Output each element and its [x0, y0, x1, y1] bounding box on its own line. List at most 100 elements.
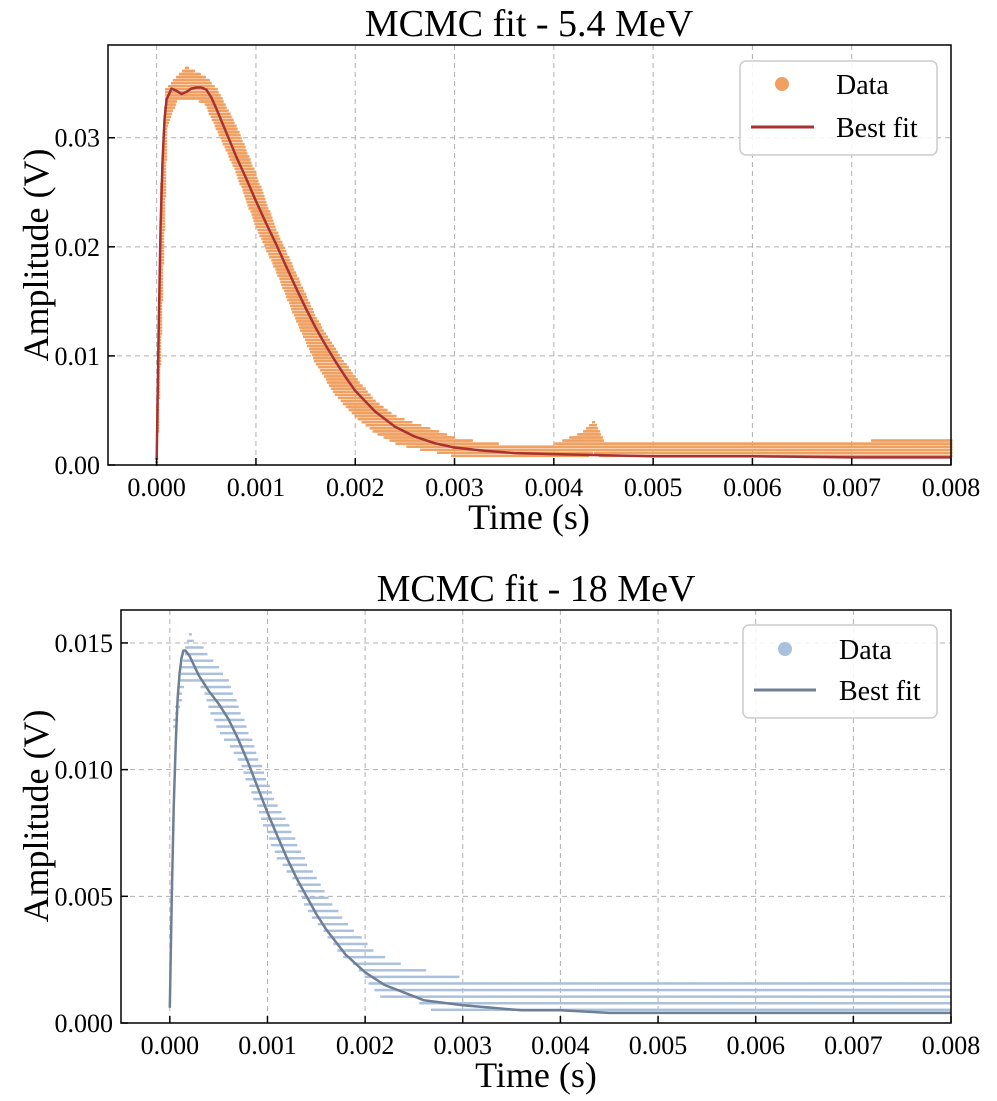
- data-point: [174, 100, 177, 102]
- data-point: [164, 149, 167, 151]
- data-point: [452, 436, 455, 438]
- data-point: [427, 427, 430, 429]
- data-point: [163, 177, 166, 179]
- data-point: [297, 281, 300, 283]
- data-point: [167, 119, 170, 121]
- data-point: [308, 305, 311, 307]
- data-point: [232, 122, 235, 124]
- data-point: [226, 109, 229, 111]
- data-point: [162, 222, 165, 224]
- data-point: [311, 311, 314, 313]
- data-point: [444, 433, 447, 435]
- data-point: [249, 164, 252, 166]
- data-point: [251, 168, 254, 170]
- data-point: [163, 186, 166, 188]
- data-point: [350, 372, 353, 374]
- data-point: [237, 134, 240, 136]
- data-point: [373, 400, 376, 402]
- data-point: [162, 219, 165, 221]
- data-point: [436, 430, 439, 432]
- data-point: [301, 290, 304, 292]
- chart-title: MCMC fit - 5.4 MeV: [365, 3, 694, 45]
- data-point: [388, 412, 391, 414]
- data-point: [233, 125, 236, 127]
- data-point: [173, 103, 176, 105]
- data-point: [346, 366, 349, 368]
- data-point: [248, 161, 251, 163]
- data-point: [168, 116, 171, 118]
- data-point: [166, 122, 169, 124]
- data-point: [368, 394, 371, 396]
- data-point: [264, 204, 267, 206]
- data-point: [269, 216, 272, 218]
- data-point: [319, 326, 322, 328]
- data-point: [161, 259, 164, 261]
- data-point: [287, 259, 290, 261]
- data-point: [590, 452, 593, 454]
- data-point: [273, 229, 276, 231]
- data-point: [265, 207, 268, 209]
- data-point: [218, 94, 221, 96]
- data-point: [348, 369, 351, 371]
- data-point: [293, 271, 296, 273]
- data-point: [163, 189, 166, 191]
- data-point: [228, 113, 231, 115]
- data-point: [341, 360, 344, 362]
- data-point: [401, 418, 404, 420]
- data-point: [300, 287, 303, 289]
- data-point: [268, 213, 271, 215]
- data-point: [161, 262, 164, 264]
- data-point: [418, 424, 421, 426]
- data-point: [162, 204, 165, 206]
- data-point: [329, 342, 332, 344]
- data-point: [236, 131, 239, 133]
- data-point: [271, 222, 274, 224]
- data-point: [298, 284, 301, 286]
- data-point: [344, 363, 347, 365]
- data-point: [162, 213, 165, 215]
- data-point: [592, 421, 595, 423]
- data-point: [170, 109, 173, 111]
- data-point: [241, 143, 244, 145]
- data-point: [353, 375, 356, 377]
- data-point: [323, 332, 326, 334]
- data-point: [339, 357, 342, 359]
- data-point: [304, 296, 307, 298]
- data-point: [286, 256, 289, 258]
- data-point: [212, 85, 215, 87]
- data-point: [307, 302, 310, 304]
- data-point: [363, 387, 366, 389]
- data-point: [186, 67, 189, 69]
- data-point: [216, 91, 219, 93]
- data-point: [370, 397, 373, 399]
- data-point: [161, 247, 164, 249]
- data-point: [238, 137, 241, 139]
- data-point: [327, 339, 330, 341]
- data-point: [163, 180, 166, 182]
- data-point: [335, 351, 338, 353]
- data-point: [258, 186, 261, 188]
- data-point: [261, 195, 264, 197]
- data-point: [312, 314, 315, 316]
- data-point: [282, 247, 285, 249]
- data-point: [162, 229, 165, 231]
- data-point: [252, 171, 255, 173]
- data-point: [223, 103, 226, 105]
- data-point: [279, 241, 282, 243]
- data-point: [243, 149, 246, 151]
- data-point: [314, 317, 317, 319]
- data-point: [283, 250, 286, 252]
- data-point: [162, 207, 165, 209]
- data-point: [224, 106, 227, 108]
- data-point: [260, 192, 263, 194]
- data-point: [162, 216, 165, 218]
- data-point: [303, 293, 306, 295]
- data-point: [360, 384, 363, 386]
- data-point: [305, 299, 308, 301]
- data-point: [203, 76, 206, 78]
- data-point: [246, 155, 249, 157]
- data-point: [161, 256, 164, 258]
- data-point: [207, 79, 210, 81]
- data-point: [276, 235, 279, 237]
- data-point: [496, 442, 499, 444]
